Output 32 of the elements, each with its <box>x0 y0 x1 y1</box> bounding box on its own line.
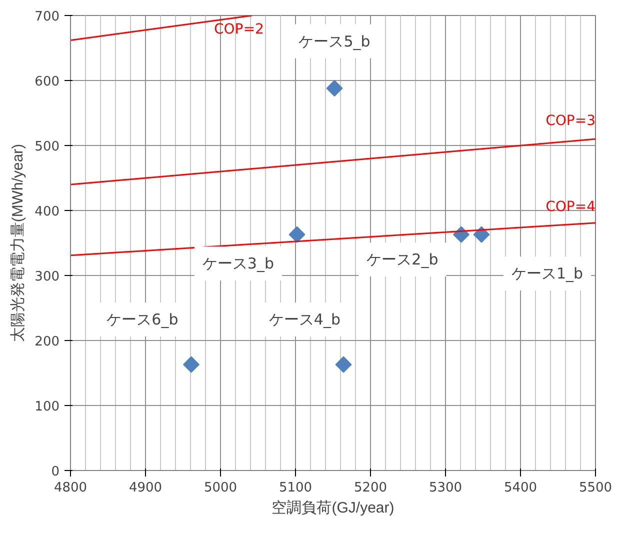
y-tick-label: 100 <box>34 400 60 414</box>
y-tick-label: 600 <box>34 74 60 90</box>
annotation: ケース3_b <box>202 254 274 273</box>
annotation: ケース4_b <box>268 310 341 329</box>
annotation: ケース2_b <box>366 250 438 269</box>
point <box>182 356 200 373</box>
series-label: COP=4 <box>546 198 596 215</box>
point <box>473 226 490 243</box>
point <box>335 356 352 373</box>
y-tick-label: 400 <box>34 204 60 220</box>
x-tick-label: 5000 <box>204 480 238 496</box>
annotation: ケース6_b <box>106 310 178 329</box>
point <box>288 226 306 243</box>
x-tick-label: 5300 <box>428 480 462 496</box>
y-axis-title: 太陽光発電電力量(MWh/year) <box>10 144 27 342</box>
y-tick-label: 0 <box>51 464 60 480</box>
annotation: ケース1_b <box>512 264 584 283</box>
x-tick-label: 4800 <box>54 480 88 496</box>
y-tick-label: 200 <box>34 334 60 350</box>
x-tick-label: 5100 <box>278 480 312 496</box>
annotation: ケース5_b <box>298 32 370 50</box>
x-tick-label: 5500 <box>578 480 612 496</box>
series-label: COP=3 <box>546 113 596 129</box>
y-tick-label: 700 <box>34 10 60 24</box>
x-tick-label: 4900 <box>128 480 162 496</box>
x-tick-label: 5200 <box>354 480 388 496</box>
y-tick-label: 300 <box>34 270 60 284</box>
x-tick-label: 5400 <box>504 480 538 496</box>
point <box>326 80 343 97</box>
x-axis-title: 空調負荷(GJ/year) <box>272 500 394 516</box>
series-label: COP=2 <box>214 22 264 38</box>
y-tick-label: 500 <box>34 140 60 154</box>
